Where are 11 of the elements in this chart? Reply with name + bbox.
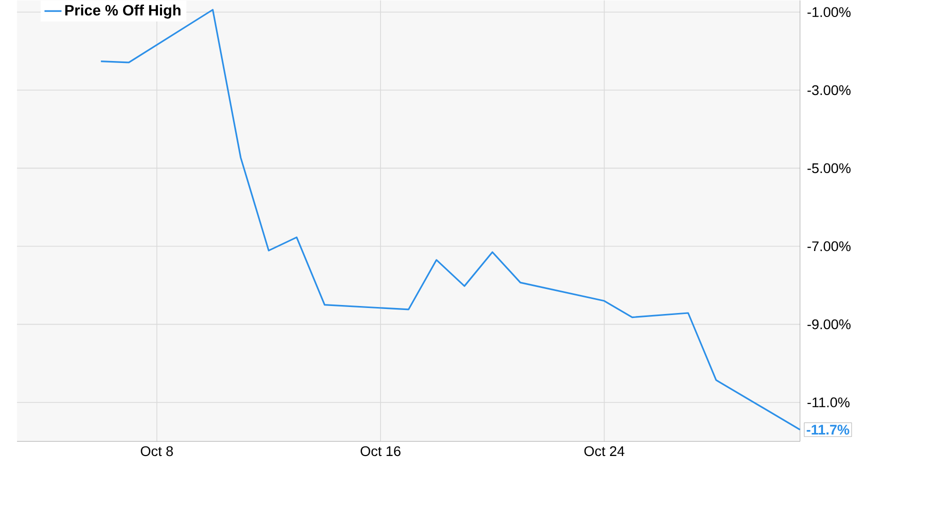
y-tick-label: -9.00% <box>807 319 851 330</box>
y-tick-label: -5.00% <box>807 163 851 173</box>
y-tick-label: -11.0% <box>807 397 850 408</box>
x-tick-label: Oct 8 <box>140 446 173 456</box>
x-tick-label: Oct 16 <box>360 446 400 456</box>
legend-label: Price % Off High <box>65 4 180 18</box>
y-tick-label: -3.00% <box>807 85 851 95</box>
y-tick-label: -7.00% <box>807 241 851 252</box>
y-tick-label: -1.00% <box>807 6 851 17</box>
x-tick-label: Oct 24 <box>584 446 624 456</box>
data-label: -11.7% <box>806 424 850 434</box>
